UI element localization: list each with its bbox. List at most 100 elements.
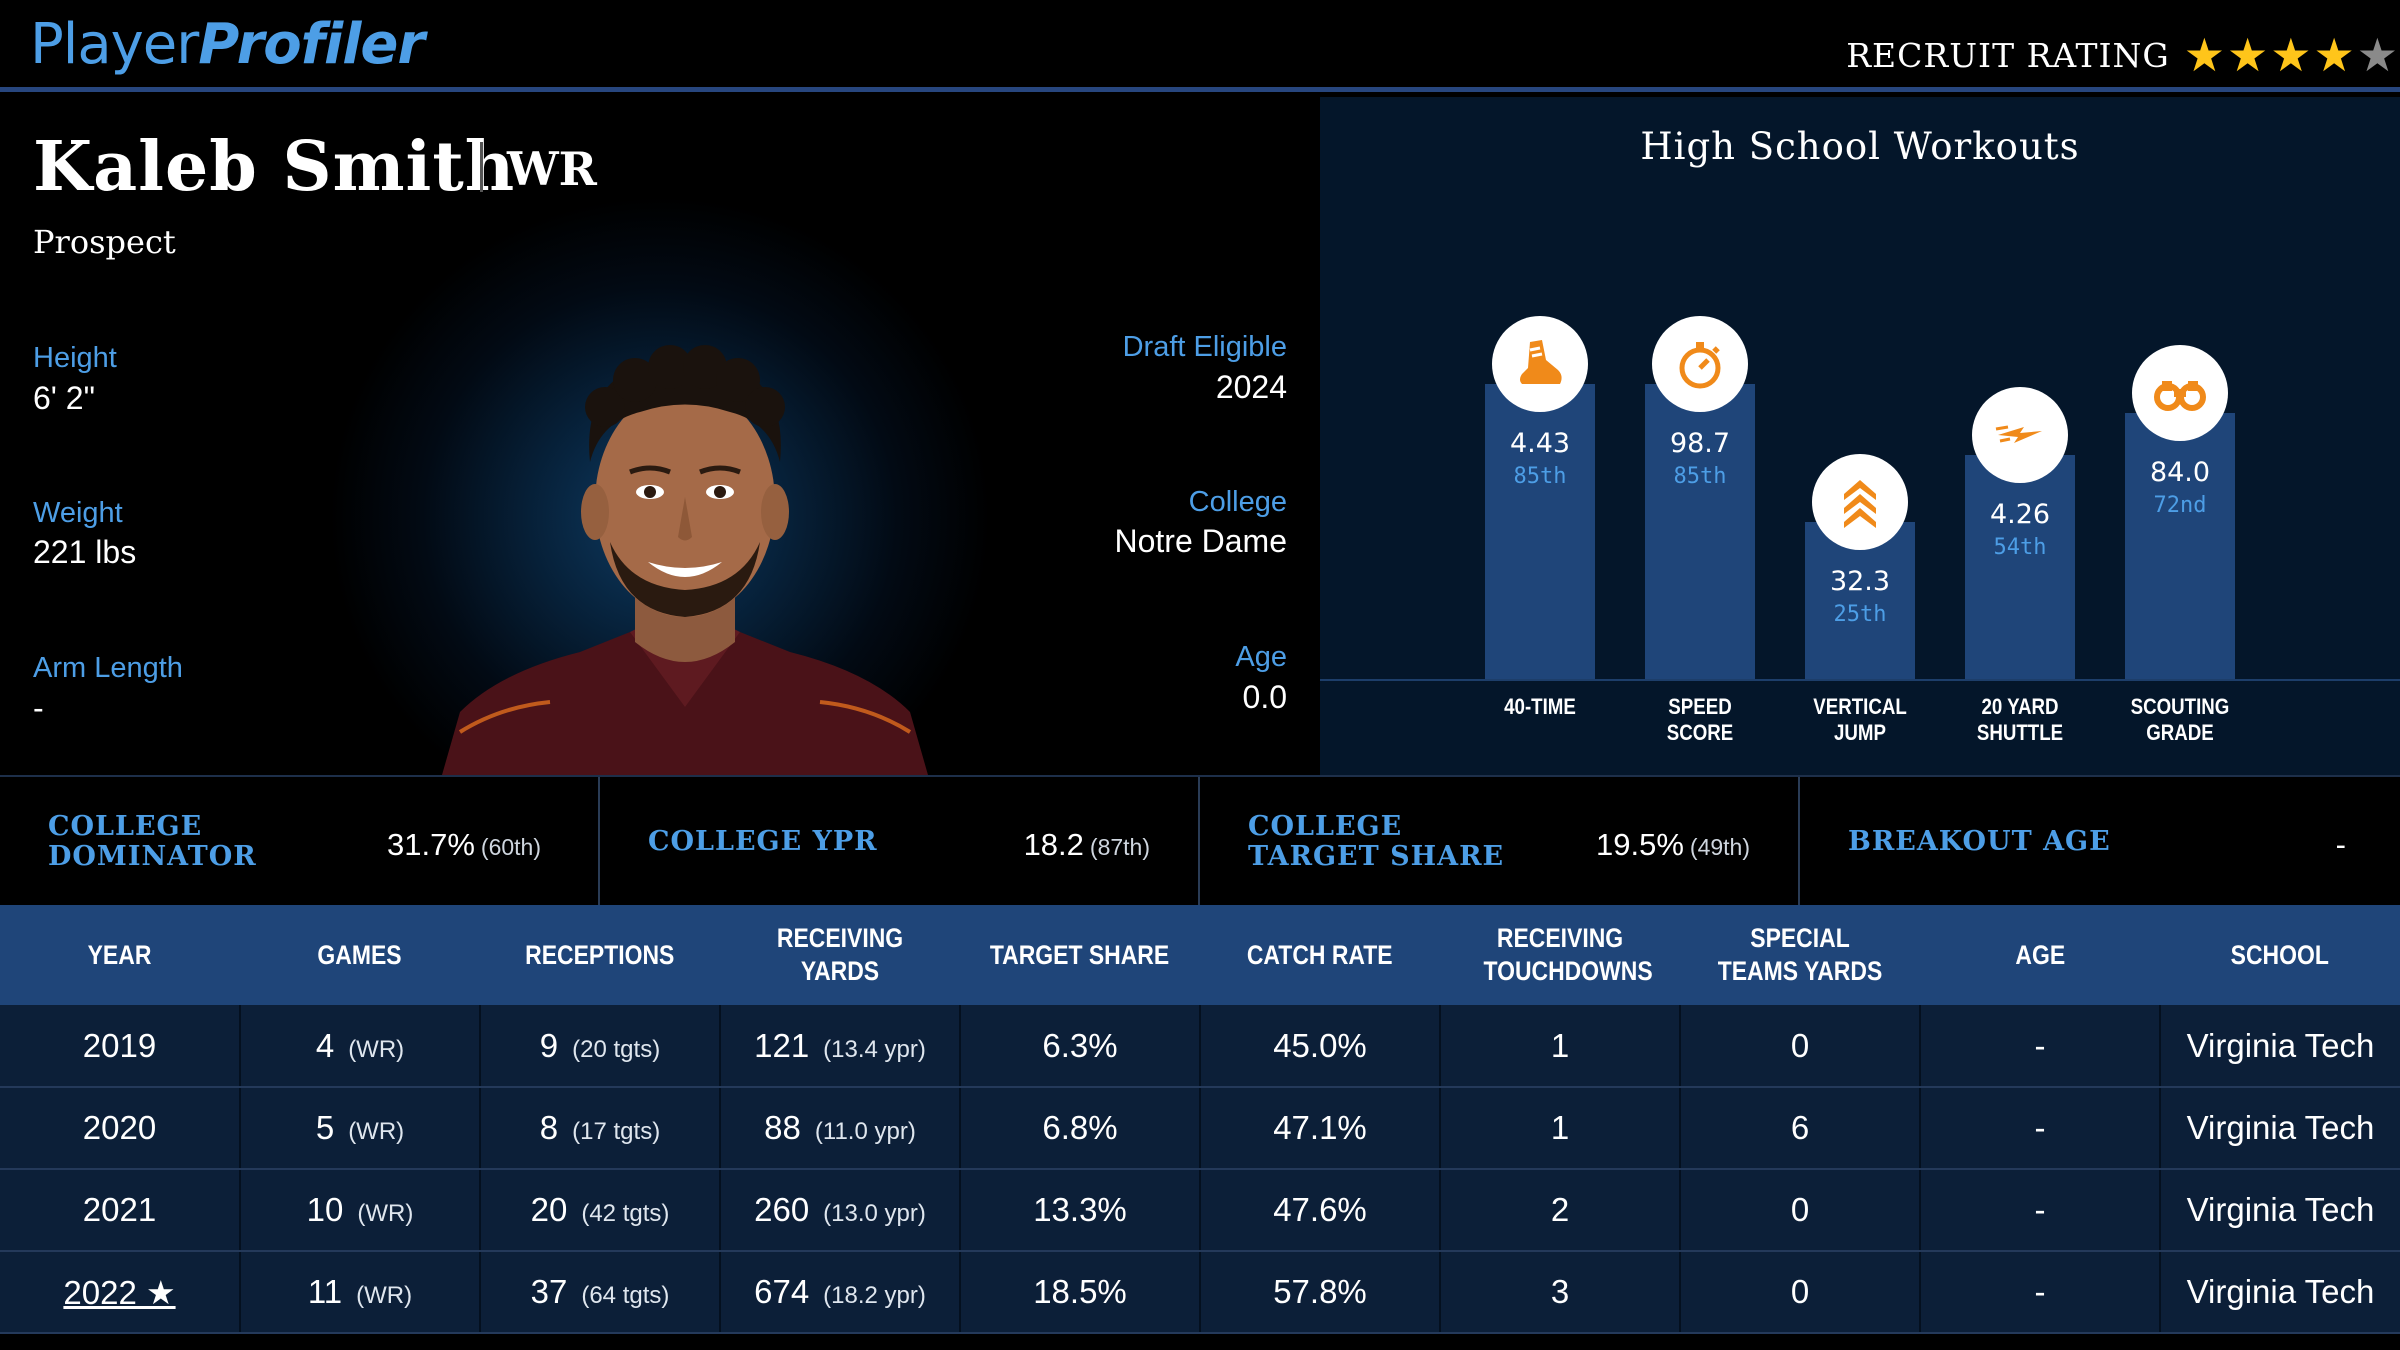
- player-profiler-logo[interactable]: PlayerProfiler: [30, 12, 425, 77]
- star-icon: ★: [2227, 28, 2269, 82]
- cell-age: -: [1920, 1005, 2161, 1088]
- cell-age: -: [1920, 1087, 2161, 1170]
- high-school-workouts-panel: High School Workouts 4.43 85th 40-TIME 9…: [1320, 97, 2400, 775]
- weight-value: 221 lbs: [33, 534, 137, 570]
- metric-value: 18.2 (87th): [1023, 827, 1150, 862]
- metric-value: 19.5% (49th): [1596, 827, 1750, 862]
- draft-eligible-value: 2024: [1215, 369, 1287, 405]
- chevrons-up-icon[interactable]: [1812, 453, 1908, 550]
- cell-age: -: [1920, 1169, 2161, 1252]
- col-header-special-teams-yards[interactable]: SPECIAL TEAMS YARDS: [1680, 905, 1920, 1005]
- height-value: 6' 2": [33, 380, 95, 416]
- metric-label: COLLEGE DOMINATOR: [48, 811, 257, 872]
- player-status: Prospect: [33, 223, 176, 261]
- cell-games: 4 (WR): [240, 1005, 481, 1088]
- cell-year: 2019: [0, 1005, 241, 1088]
- col-header-receiving-touchdowns[interactable]: RECEIVING TOUCHDOWNS: [1440, 905, 1680, 1005]
- arm-length-label: Arm Length: [33, 652, 183, 684]
- workout-value: 98.7: [1669, 427, 1731, 459]
- cell-catch-rate: 57.8%: [1200, 1251, 1441, 1334]
- cell-year-breakout-link[interactable]: 2022 ★: [0, 1251, 241, 1334]
- binoculars-icon[interactable]: [2132, 345, 2228, 442]
- workout-percentile: 72nd: [2153, 493, 2207, 519]
- college-stats-table: YEAR GAMES RECEPTIONS RECEIVING YARDS TA…: [0, 905, 2400, 1334]
- workout-percentile: 85th: [1673, 463, 1727, 489]
- workout-bar: [1485, 383, 1595, 679]
- workout-percentile: 25th: [1833, 601, 1887, 627]
- cell-receptions: 37 (64 tgts): [480, 1251, 721, 1334]
- cell-receiving-touchdowns: 1: [1440, 1005, 1681, 1088]
- player-name: Kaleb Smith: [33, 127, 516, 207]
- workout-label: VERTICAL JUMP: [1813, 694, 1907, 745]
- cell-age: -: [1920, 1251, 2161, 1334]
- player-photo: [442, 345, 928, 775]
- recruit-rating: RECRUIT RATING ★ ★ ★ ★ ★: [1846, 30, 2400, 80]
- college-value: Notre Dame: [1114, 523, 1288, 559]
- metric-college-target-share: COLLEGE TARGET SHARE 19.5% (49th): [1200, 777, 1800, 907]
- star-icon: ★: [2183, 28, 2225, 82]
- workout-value: 4.26: [1989, 498, 2051, 530]
- cell-receiving-yards: 121 (13.4 ypr): [720, 1005, 961, 1088]
- col-header-games[interactable]: GAMES: [240, 905, 480, 1005]
- metric-breakout-age: BREAKOUT AGE -: [1800, 777, 2400, 907]
- stopwatch-icon[interactable]: [1652, 315, 1748, 412]
- table-row: 2020 5 (WR) 8 (17 tgts) 88 (11.0 ypr) 6.8% …: [0, 1087, 2400, 1170]
- star-icon: ★: [2313, 28, 2355, 82]
- arm-length-value: -: [33, 690, 44, 726]
- table-row: 2022 ★ 11 (WR) 37 (64 tgts) 674 (18.2 ypr) …: [0, 1251, 2400, 1334]
- cell-year: 2021: [0, 1169, 241, 1252]
- cell-target-share: 6.3%: [960, 1005, 1201, 1088]
- cell-receptions: 20 (42 tgts): [480, 1169, 721, 1252]
- workouts-baseline: [1320, 679, 2400, 681]
- cell-special-teams-yards: 6: [1680, 1087, 1921, 1170]
- cell-special-teams-yards: 0: [1680, 1005, 1921, 1088]
- lightning-icon[interactable]: [1972, 386, 2068, 483]
- logo-text-profiler: Profiler: [198, 12, 425, 77]
- col-header-catch-rate[interactable]: CATCH RATE: [1200, 905, 1440, 1005]
- cell-receiving-touchdowns: 3: [1440, 1251, 1681, 1334]
- col-header-receptions[interactable]: RECEPTIONS: [480, 905, 720, 1005]
- cell-catch-rate: 45.0%: [1200, 1005, 1441, 1088]
- cell-games: 10 (WR): [240, 1169, 481, 1252]
- workout-percentile: 85th: [1513, 463, 1567, 489]
- col-header-receiving-yards[interactable]: RECEIVING YARDS: [720, 905, 960, 1005]
- cell-receiving-yards: 260 (13.0 ypr): [720, 1169, 961, 1252]
- workout-value: 32.3: [1829, 565, 1891, 597]
- college-label: College: [1188, 486, 1287, 518]
- workout-label: SPEED SCORE: [1666, 694, 1734, 745]
- workout-label: SCOUTING GRADE: [2130, 694, 2230, 745]
- cell-receiving-yards: 88 (11.0 ypr): [720, 1087, 961, 1170]
- metric-value: 31.7% (60th): [387, 827, 541, 862]
- shoe-icon[interactable]: [1492, 315, 1588, 412]
- col-header-year[interactable]: YEAR: [0, 905, 240, 1005]
- metric-label: COLLEGE TARGET SHARE: [1248, 811, 1505, 872]
- col-header-school[interactable]: SCHOOL: [2160, 905, 2400, 1005]
- cell-receiving-yards: 674 (18.2 ypr): [720, 1251, 961, 1334]
- workout-percentile: 54th: [1993, 534, 2047, 560]
- cell-target-share: 13.3%: [960, 1169, 1201, 1252]
- workout-label: 40-TIME: [1504, 694, 1576, 719]
- cell-receiving-touchdowns: 2: [1440, 1169, 1681, 1252]
- workout-bar: [1645, 383, 1755, 679]
- cell-catch-rate: 47.6%: [1200, 1169, 1441, 1252]
- top-bar: PlayerProfiler RECRUIT RATING ★ ★ ★ ★ ★: [0, 0, 2400, 92]
- cell-special-teams-yards: 0: [1680, 1169, 1921, 1252]
- workouts-title: High School Workouts: [1640, 125, 2080, 168]
- recruit-rating-label: RECRUIT RATING: [1846, 35, 2170, 75]
- logo-text-player: Player: [30, 12, 199, 77]
- name-divider: [480, 142, 483, 192]
- star-empty-icon: ★: [2356, 28, 2398, 82]
- col-header-age[interactable]: AGE: [1920, 905, 2160, 1005]
- cell-school: Virginia Tech: [2160, 1087, 2400, 1170]
- col-header-target-share[interactable]: TARGET SHARE: [960, 905, 1200, 1005]
- cell-school: Virginia Tech: [2160, 1251, 2400, 1334]
- table-row: 2019 4 (WR) 9 (20 tgts) 121 (13.4 ypr) 6.3%…: [0, 1005, 2400, 1088]
- cell-school: Virginia Tech: [2160, 1169, 2400, 1252]
- height-label: Height: [33, 342, 117, 374]
- cell-target-share: 18.5%: [960, 1251, 1201, 1334]
- workout-value: 4.43: [1509, 427, 1571, 459]
- age-value: 0.0: [1242, 679, 1287, 715]
- cell-special-teams-yards: 0: [1680, 1251, 1921, 1334]
- metric-value: -: [2335, 827, 2346, 862]
- cell-games: 5 (WR): [240, 1087, 481, 1170]
